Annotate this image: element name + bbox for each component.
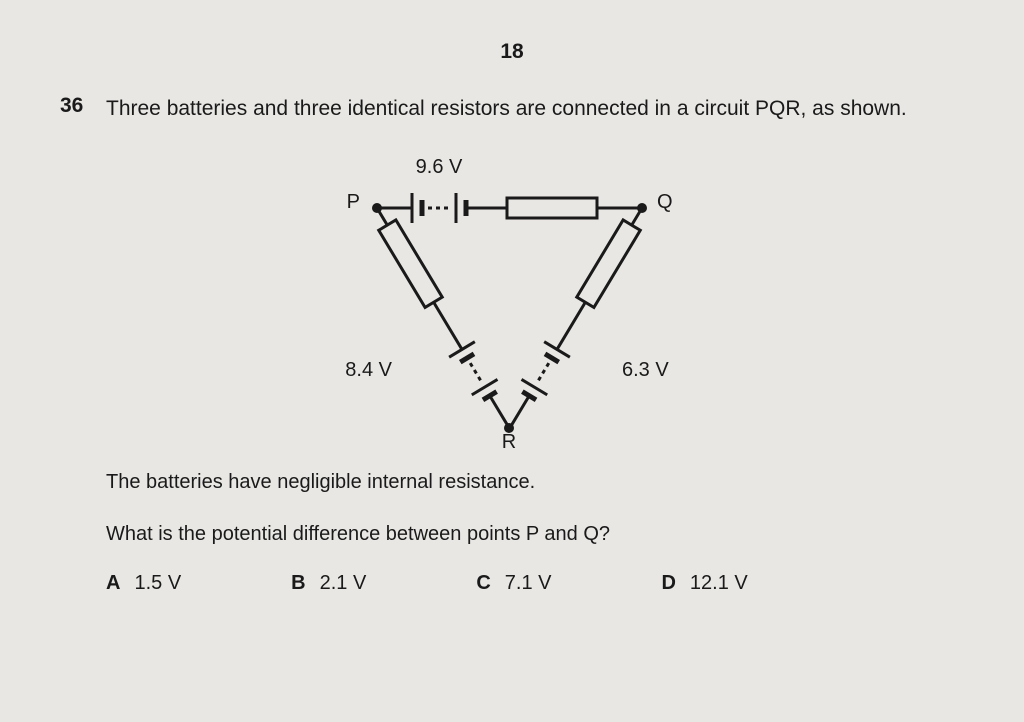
label-p: P (347, 191, 360, 213)
circuit-diagram: P Q R 9.6 V 8.4 V 6.3 V (292, 138, 732, 448)
option-c[interactable]: C 7.1 V (476, 572, 551, 595)
question-number: 36 (60, 94, 90, 118)
followup-1: The batteries have negligible internal r… (106, 468, 964, 496)
answer-options: A 1.5 V B 2.1 V C 7.1 V D 12.1 V (106, 572, 964, 595)
circuit-diagram-container: P Q R 9.6 V 8.4 V 6.3 V (60, 138, 964, 448)
option-letter: C (476, 572, 490, 595)
option-value: 2.1 V (320, 572, 367, 595)
page-number: 18 (60, 40, 964, 64)
label-r: R (502, 431, 516, 448)
option-letter: B (291, 572, 305, 595)
battery-right-label: 6.3 V (622, 359, 669, 381)
question-text: Three batteries and three identical resi… (106, 94, 907, 123)
resistor (507, 198, 597, 218)
right-branch (497, 201, 655, 436)
option-a[interactable]: A 1.5 V (106, 572, 181, 595)
option-b[interactable]: B 2.1 V (291, 572, 366, 595)
node-q (637, 203, 647, 213)
battery-left-label: 8.4 V (345, 359, 392, 381)
option-value: 7.1 V (505, 572, 552, 595)
battery-top-label: 9.6 V (416, 156, 463, 178)
left-branch (364, 201, 522, 436)
option-value: 12.1 V (690, 572, 748, 595)
node-p (372, 203, 382, 213)
option-letter: D (661, 572, 675, 595)
option-value: 1.5 V (134, 572, 181, 595)
followup-2: What is the potential difference between… (106, 520, 964, 548)
label-q: Q (657, 191, 673, 213)
option-letter: A (106, 572, 120, 595)
question-row: 36 Three batteries and three identical r… (60, 94, 964, 123)
question-page: 18 36 Three batteries and three identica… (0, 0, 1024, 722)
option-d[interactable]: D 12.1 V (661, 572, 747, 595)
